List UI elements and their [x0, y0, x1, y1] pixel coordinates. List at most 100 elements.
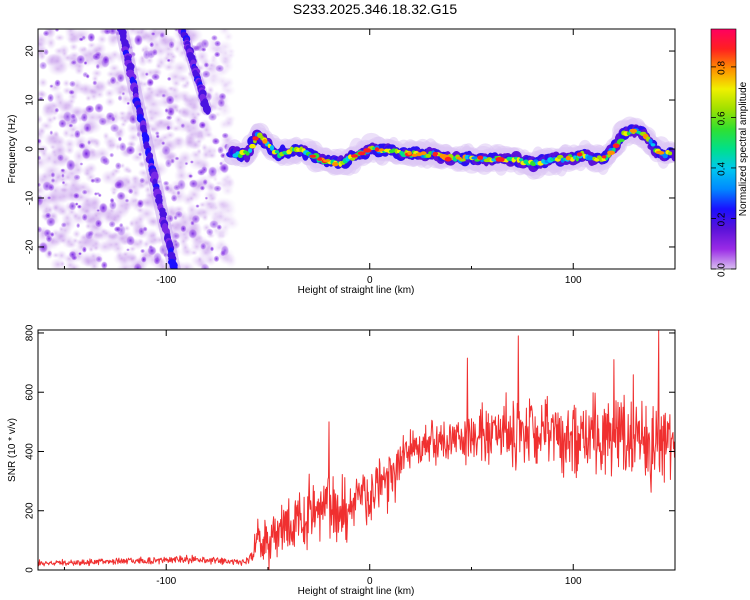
noise-speck [84, 230, 94, 240]
noise-blob [122, 165, 132, 174]
noise-speck [83, 61, 88, 65]
noise-speck [138, 152, 143, 157]
noise-blob [220, 221, 231, 233]
ridge-bright [518, 158, 524, 162]
ridge-peak [332, 162, 339, 167]
noise-blob [64, 145, 75, 155]
snr-x-tick-label: -100 [156, 576, 176, 587]
noise-speck [126, 101, 130, 106]
noise-blob [84, 94, 93, 102]
noise-speck [161, 145, 172, 156]
noise-speck [170, 194, 178, 203]
noise-speck [137, 226, 145, 236]
noise-speck [93, 192, 98, 196]
noise-speck [109, 197, 115, 204]
snr-y-tick-label: 200 [25, 502, 36, 519]
noise-speck [189, 118, 197, 125]
ridge-peak [411, 153, 418, 157]
streak-dot [172, 264, 178, 269]
noise-speck [44, 212, 52, 219]
noise-speck [166, 106, 175, 117]
noise-blob [162, 62, 175, 72]
noise-blob [146, 106, 166, 121]
noise-speck [117, 95, 123, 102]
noise-speck [184, 161, 189, 166]
colorbar-tick-label: 0.8 [717, 61, 728, 75]
noise-blob [52, 130, 60, 138]
noise-blob [154, 62, 163, 70]
noise-speck [213, 185, 222, 193]
heatmap-x-ticks: -100 0 100 [63, 29, 676, 286]
ridge-peak [433, 152, 439, 156]
ridge-peak [629, 128, 638, 133]
noise-blob [125, 178, 132, 186]
noise-speck [200, 242, 207, 250]
noise-blob [216, 231, 224, 241]
noise-speck [60, 222, 67, 228]
noise-speck [213, 51, 221, 58]
ridge-peak [322, 159, 331, 163]
noise-speck [162, 180, 170, 186]
noise-blob [105, 138, 116, 152]
noise-speck [84, 104, 95, 114]
noise-blob [93, 244, 100, 252]
noise-speck [98, 202, 108, 214]
noise-speck [61, 173, 65, 178]
noise-blob [171, 135, 186, 146]
noise-speck [144, 72, 149, 77]
noise-speck [65, 158, 76, 172]
colorbar-tick-label: 0.0 [717, 263, 728, 277]
noise-blob [54, 33, 66, 42]
heatmap-y-axis-label: Frequency (Hz) [7, 115, 18, 184]
noise-speck [87, 32, 96, 43]
noise-blob [159, 117, 177, 132]
noise-speck [202, 178, 208, 186]
noise-blob [187, 195, 195, 202]
noise-speck [121, 91, 126, 96]
noise-speck [153, 252, 163, 263]
noise-speck [113, 226, 122, 233]
heatmap-x-tick-label: 100 [565, 275, 582, 286]
noise-speck [207, 166, 218, 177]
ridge-peak [456, 156, 462, 160]
ridge-core [671, 149, 675, 162]
ridge-bright [245, 151, 250, 156]
noise-blob [51, 56, 63, 66]
ridge-bright [425, 153, 432, 158]
noise-speck [100, 261, 108, 269]
noise-speck [68, 89, 75, 95]
ridge-bright [249, 143, 256, 149]
noise-speck [117, 136, 123, 142]
noise-blob [144, 85, 155, 93]
noise-blob [159, 132, 171, 143]
colorbar-tick-label: 0.4 [717, 162, 728, 176]
noise-speck [72, 192, 80, 199]
ridge-peak [262, 139, 268, 144]
noise-speck [213, 255, 220, 263]
noise-speck [80, 112, 89, 123]
noise-blob [66, 178, 81, 192]
noise-speck [68, 201, 77, 211]
noise-speck [139, 177, 146, 184]
noise-blob [223, 173, 233, 181]
ridge-peak [607, 150, 615, 156]
noise-speck [211, 137, 221, 145]
noise-speck [99, 155, 109, 165]
noise-speck [81, 246, 87, 253]
noise-speck [214, 40, 222, 47]
colorbar-tick-label: 0.6 [717, 111, 728, 125]
noise-speck [170, 158, 175, 164]
noise-speck [45, 216, 56, 228]
noise-blob [51, 204, 61, 212]
noise-speck [61, 180, 66, 185]
noise-speck [188, 228, 198, 239]
ridge-peak [317, 157, 323, 161]
noise-speck [95, 255, 103, 263]
noise-blob [83, 170, 92, 177]
heatmap-y-tick-label: -10 [25, 190, 36, 205]
ridge-peak [252, 136, 259, 141]
noise-speck [42, 30, 50, 37]
noise-blob [189, 149, 203, 160]
noise-blob [136, 206, 145, 214]
ridge-bright [269, 145, 275, 151]
